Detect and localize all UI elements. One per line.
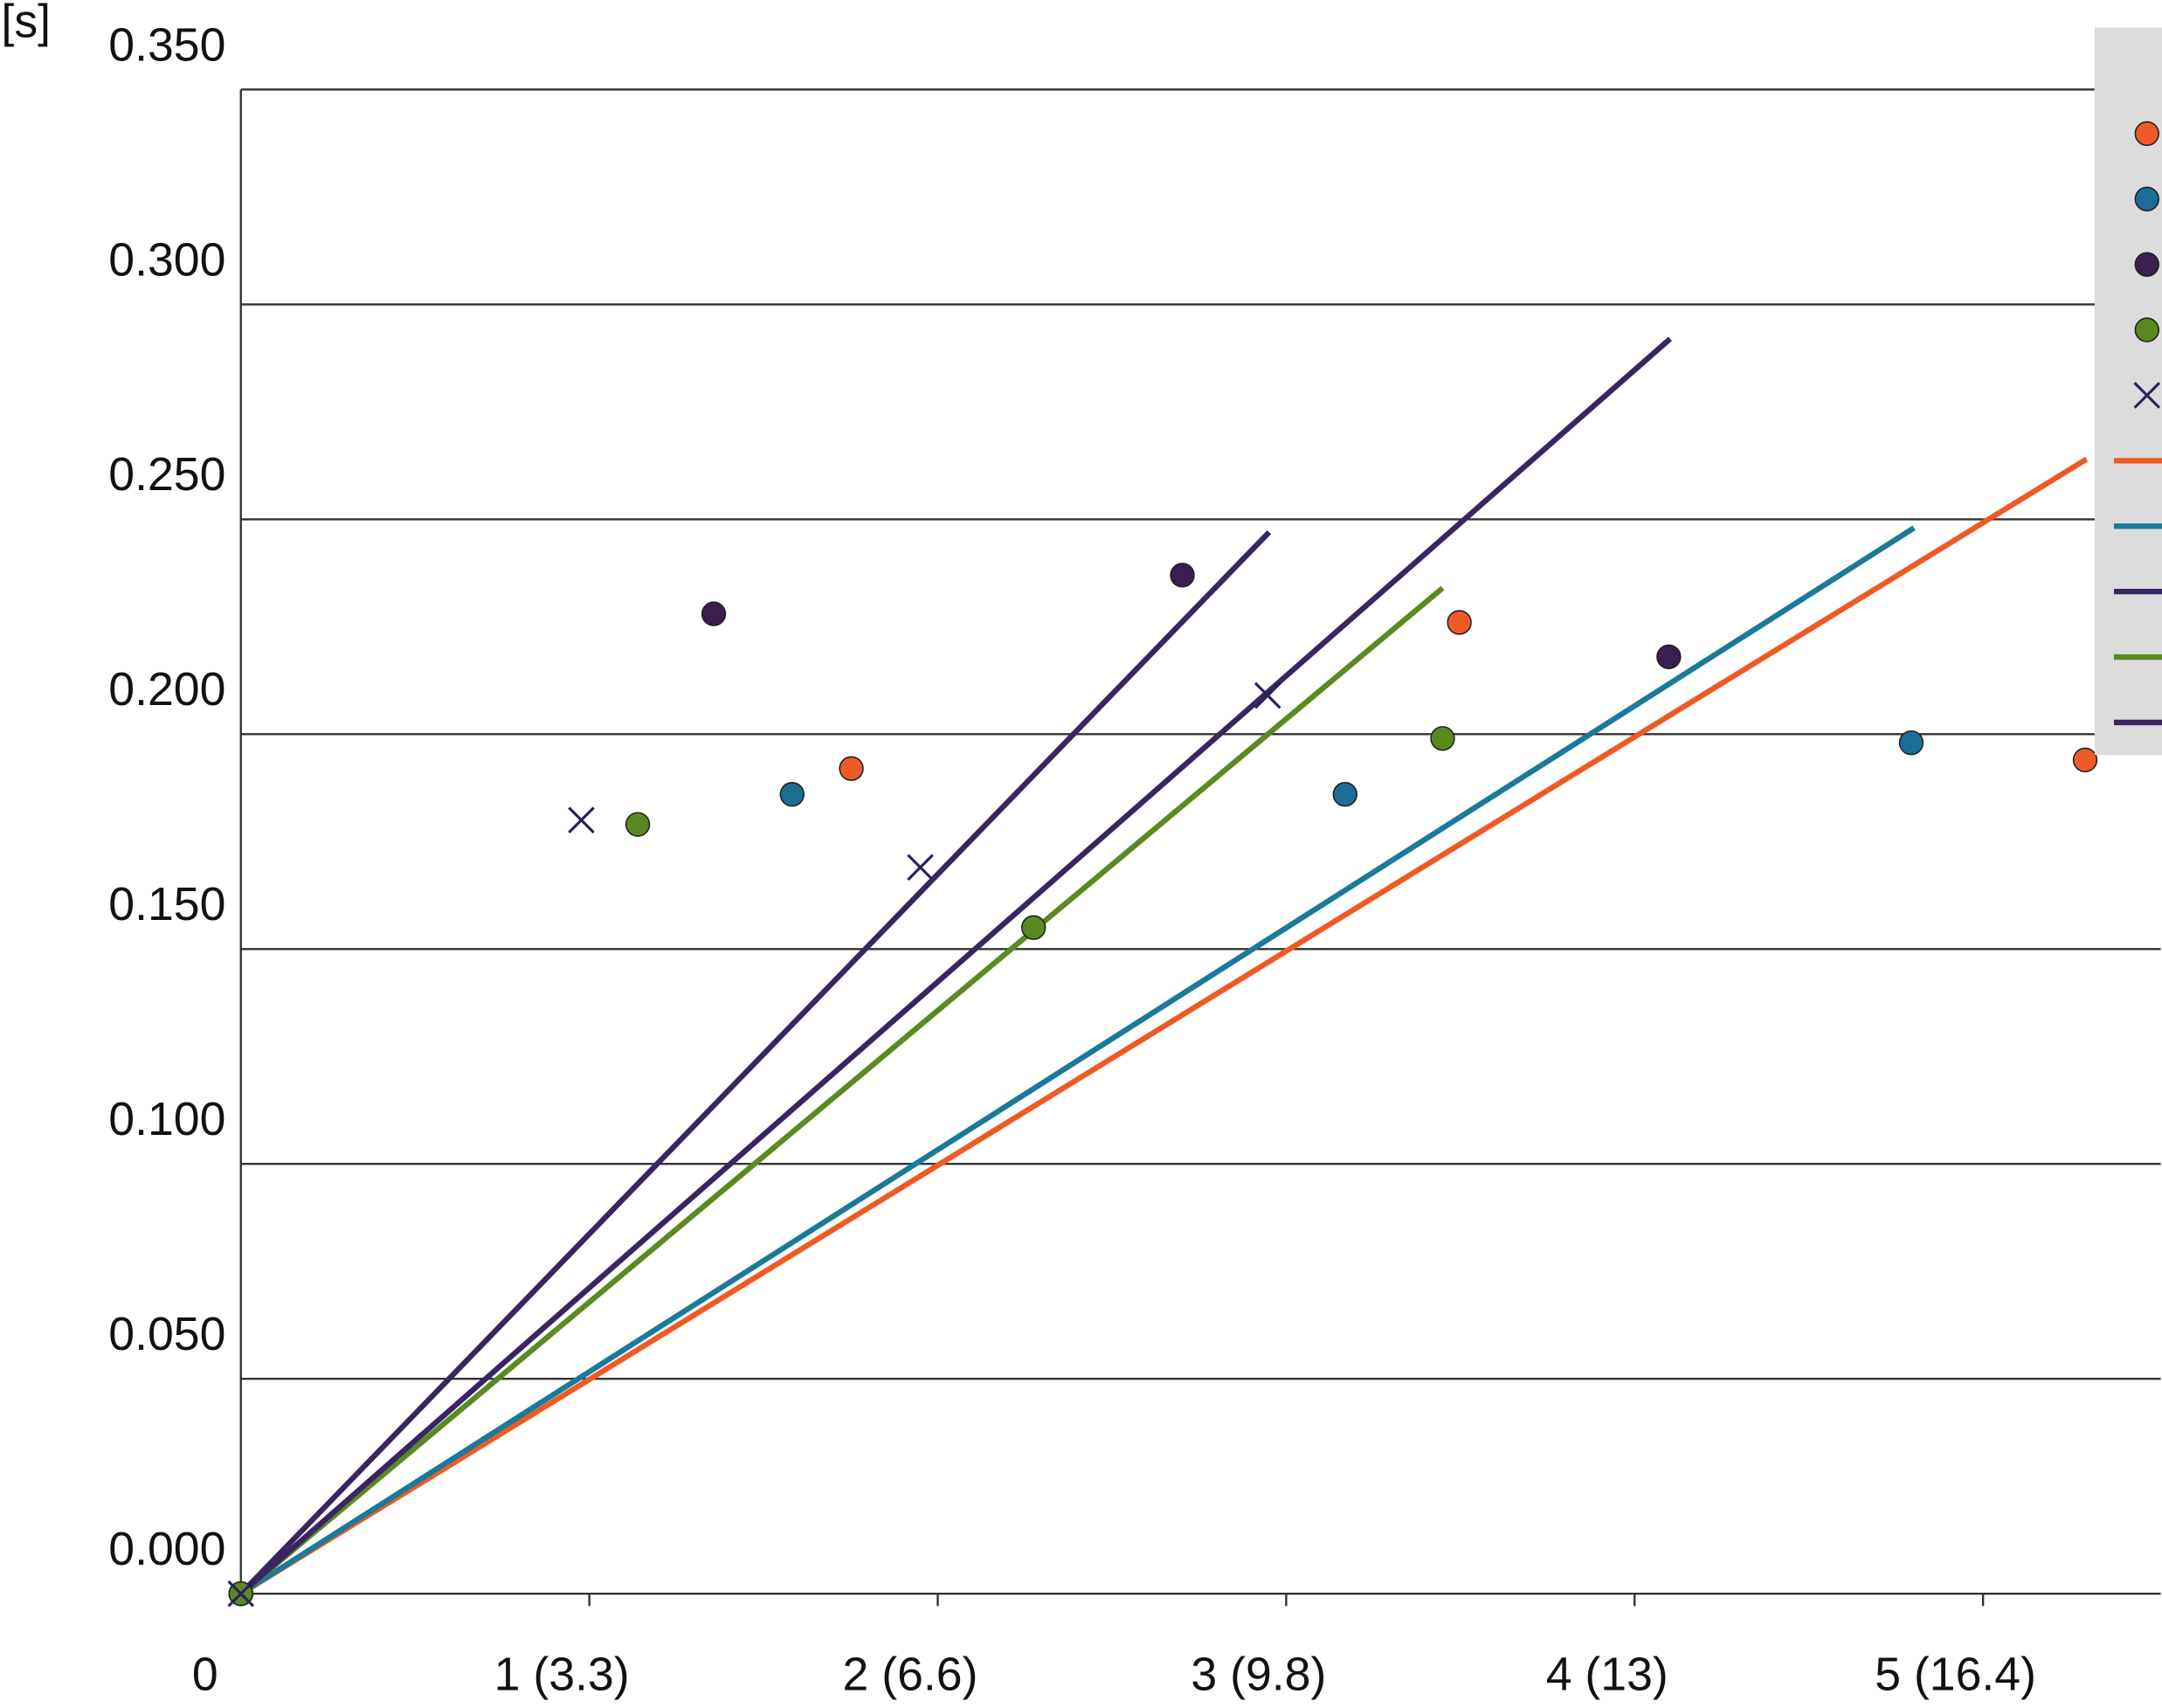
legend-symbol xyxy=(2133,382,2161,409)
point xyxy=(1254,681,1281,709)
y-tick-label: 0.350 xyxy=(108,18,225,71)
point xyxy=(1332,782,1357,807)
y-tick-label: 0.150 xyxy=(108,878,225,930)
x-tick-label: 5 (16.4) xyxy=(1875,1648,2036,1700)
point xyxy=(839,756,864,781)
cross xyxy=(2133,382,2161,409)
legend xyxy=(2094,27,2162,755)
legend-symbol xyxy=(2134,317,2159,342)
x-tick-label: 1 (3.3) xyxy=(494,1648,630,1700)
legend-symbol xyxy=(2134,121,2159,147)
line xyxy=(239,456,2089,1596)
line xyxy=(238,529,1272,1596)
cross xyxy=(907,854,934,882)
y-tick-label: 0.300 xyxy=(108,233,225,286)
point xyxy=(227,1580,255,1608)
point xyxy=(779,782,805,807)
point xyxy=(1021,915,1046,940)
point xyxy=(1447,610,1472,635)
y-tick-label: 0.250 xyxy=(108,448,225,501)
point xyxy=(1170,563,1195,588)
point xyxy=(1656,644,1682,669)
y-tick-label: 0.000 xyxy=(108,1523,225,1575)
point xyxy=(1898,730,1924,756)
y-tick-label: 0.200 xyxy=(108,663,225,716)
legend-symbol xyxy=(2134,252,2159,277)
x-tick-label: 3 (9.8) xyxy=(1191,1648,1326,1700)
cross xyxy=(227,1580,255,1608)
point xyxy=(568,806,595,834)
x-tick-label: 2 (6.6) xyxy=(843,1648,978,1700)
y-tick-label: 0.100 xyxy=(108,1093,225,1145)
point xyxy=(701,601,727,626)
cross xyxy=(1254,681,1281,709)
point xyxy=(2072,747,2098,773)
y-axis-label: [s] xyxy=(1,0,51,48)
point xyxy=(907,854,934,882)
x-tick-label: 4 (13) xyxy=(1546,1648,1668,1700)
legend-symbol xyxy=(2134,186,2159,212)
x-tick-label: 0 xyxy=(192,1648,218,1700)
line xyxy=(238,336,1673,1596)
line xyxy=(239,525,1916,1596)
line xyxy=(238,585,1445,1596)
y-tick-label: 0.050 xyxy=(108,1308,225,1360)
point xyxy=(1430,726,1455,751)
cross xyxy=(568,806,595,834)
point xyxy=(625,812,651,837)
